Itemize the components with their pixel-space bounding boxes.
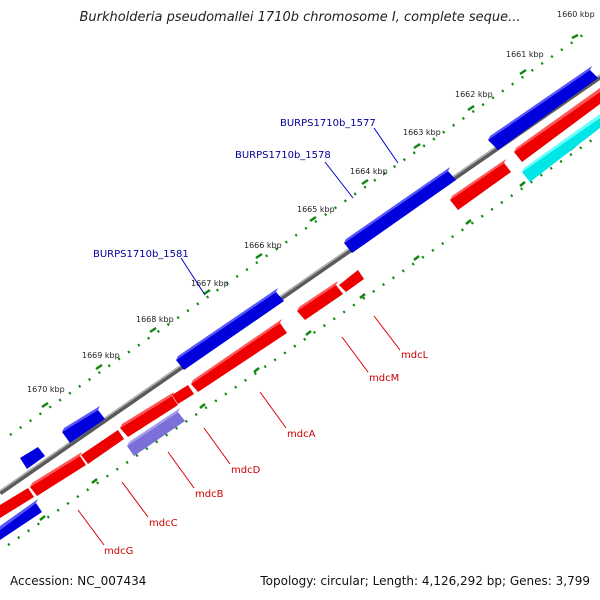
gene-block [191, 323, 287, 392]
ruler-label-1663: 1663 kbp [403, 128, 441, 137]
gene-block [0, 488, 34, 518]
gene-block [514, 88, 600, 152]
upper-tick-row [9, 28, 591, 437]
accession-text: Accession: NC_007434 [10, 574, 147, 588]
gene-block [20, 447, 45, 469]
gene-block [176, 288, 278, 360]
gene-block [30, 452, 82, 487]
gene-block [344, 167, 450, 243]
gene-block [176, 292, 284, 370]
ruler-label-1662: 1662 kbp [455, 90, 493, 99]
ruler-label-1670: 1670 kbp [27, 385, 65, 394]
lower-tick-row [7, 138, 593, 547]
ruler-labels: 1660 kbp 1661 kbp 1662 kbp 1663 kbp 1664… [27, 10, 595, 394]
top-leaders [180, 127, 399, 296]
gene-label: BURPS1710b_1577 [280, 118, 376, 129]
gene-block [30, 456, 86, 496]
ruler-label-1668: 1668 kbp [136, 315, 174, 324]
ruler-label-1669: 1669 kbp [82, 351, 120, 360]
ruler-label-1664: 1664 kbp [350, 167, 388, 176]
gene-block [297, 285, 343, 320]
gene-label: mdcM [369, 373, 399, 384]
ruler-label-1667: 1667 kbp [191, 279, 229, 288]
gene-label: mdcC [149, 518, 178, 529]
gene-block [120, 392, 174, 428]
gene-block [514, 92, 600, 162]
gene-block [172, 385, 194, 404]
ruler-label-1661: 1661 kbp [506, 50, 544, 59]
cyan-gene-block [522, 118, 600, 182]
purple-gene-block [127, 412, 185, 456]
gene-label: mdcB [195, 489, 224, 500]
gene-block [81, 430, 124, 464]
other-genes [127, 114, 600, 456]
gene-block [488, 66, 592, 140]
gene-block [297, 281, 338, 311]
gene-label: BURPS1710b_1578 [235, 150, 331, 161]
reverse-genes [0, 88, 600, 518]
top-gene-labels: BURPS1710b_1577 BURPS1710b_1578 BURPS171… [93, 118, 376, 260]
gene-block [191, 319, 282, 384]
purple-gene-block [127, 408, 180, 446]
map-title: Burkholderia pseudomallei 1710b chromoso… [79, 10, 521, 25]
gene-label: mdcL [401, 350, 429, 361]
gene-label: BURPS1710b_1581 [93, 249, 189, 260]
gene-block [120, 396, 178, 437]
ruler-label-1666: 1666 kbp [244, 241, 282, 250]
forward-genes [0, 66, 598, 540]
bottom-leaders [77, 315, 401, 546]
gene-block [0, 499, 38, 530]
gene-label: mdcG [104, 546, 133, 557]
ruler-label-1660: 1660 kbp [557, 10, 595, 19]
gene-block [450, 163, 511, 210]
gene-block [0, 503, 42, 540]
ruler-label-1665: 1665 kbp [297, 205, 335, 214]
gene-label: mdcD [231, 465, 261, 476]
gene-block [488, 70, 598, 150]
gene-block [62, 406, 100, 432]
topology-summary: Topology: circular; Length: 4,126,292 bp… [260, 574, 590, 588]
gene-block [344, 171, 456, 253]
gene-block [339, 270, 364, 292]
gene-block [62, 410, 105, 443]
bottom-gene-labels: mdcL mdcM mdcA mdcD mdcB mdcC mdcG [104, 350, 429, 557]
cyan-gene-block [522, 114, 600, 172]
gene-block [450, 159, 506, 200]
gene-label: mdcA [287, 429, 316, 440]
